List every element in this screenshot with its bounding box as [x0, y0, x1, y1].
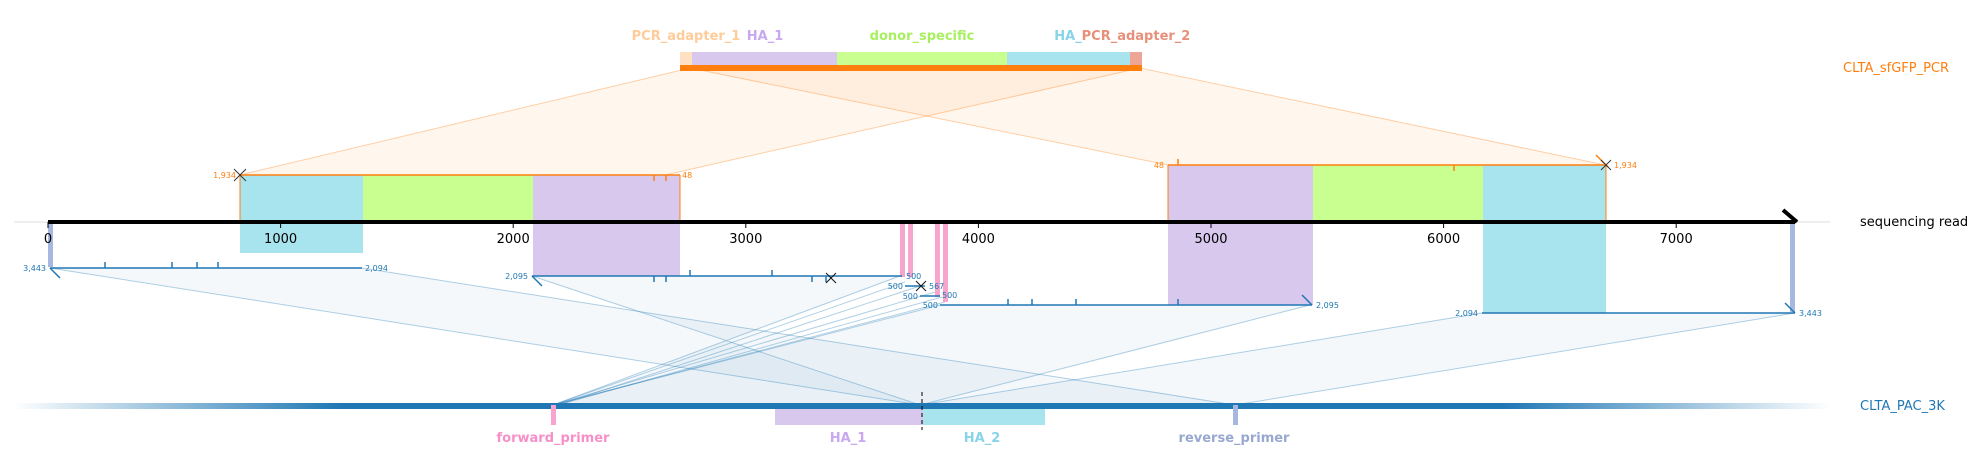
- ref-alignment-d-end: 2,095: [1316, 301, 1339, 310]
- pcr-alignment-right: 48 1,934: [1154, 154, 1637, 222]
- pcr-feature-adapter-2: [1130, 52, 1142, 66]
- ref-alignment-a-start: 3,443: [23, 264, 46, 273]
- ref-feature-ha-1: [775, 405, 923, 425]
- ref-alignment-e: 2,094 3,443: [1455, 302, 1822, 318]
- pcr-feature-label-donor: donor_specific: [870, 29, 975, 44]
- read-end-arrow: [1781, 208, 1799, 224]
- shade-right-ha1: [1168, 165, 1313, 305]
- shade-primer-4: [943, 222, 948, 302]
- track-label-read: sequencing read: [1860, 215, 1968, 230]
- pcr-alignments: 1,934 48 48 1,934: [213, 154, 1637, 222]
- ref-alignment-e-start: 2,094: [1455, 309, 1478, 318]
- ref-connection-c1-a: [552, 281, 906, 406]
- ref-feature-label-forward-primer: forward_primer: [497, 431, 611, 446]
- ref-feature-ha-2: [923, 405, 1045, 425]
- shade-left-ha2: [240, 175, 363, 253]
- shade-rev-primer-left: [48, 222, 53, 267]
- ref-feature-label-reverse-primer: reverse_primer: [1179, 431, 1291, 446]
- pcr-feature-label-adapter-2: PCR_adapter_2: [1082, 29, 1191, 44]
- read-feature-shading: [48, 165, 1795, 313]
- pcr-feature-label-ha-1: HA_1: [747, 29, 784, 44]
- ref-feature-forward-primer: [551, 405, 556, 425]
- pcr-product-bar: [680, 65, 1142, 71]
- track-label-reference: CLTA_PAC_3K: [1860, 399, 1945, 414]
- ref-alignment-d: 2,095: [940, 294, 1339, 310]
- ref-alignment-e-end: 3,443: [1799, 309, 1822, 318]
- ref-alignment-b-end: 500: [906, 272, 921, 281]
- pcr-feature-adapter-1: [680, 52, 692, 66]
- ref-alignment-b: 2,095 500: [505, 270, 921, 287]
- read-tick-label-2000: 2000: [497, 232, 530, 247]
- ref-connection-c3-a: [552, 301, 946, 406]
- ref-connection-c1-b: [557, 285, 921, 406]
- read-tick-label-1000: 1000: [264, 232, 297, 247]
- shade-rev-primer-right: [1790, 222, 1795, 312]
- ref-feature-label-ha-1: HA_1: [830, 431, 867, 446]
- read-tick-label-4000: 4000: [962, 232, 995, 247]
- pcr-alignment-left: 1,934 48: [213, 168, 692, 222]
- pcr-connections: [239, 67, 1606, 176]
- ref-alignment-a: 3,443 2,094: [23, 262, 388, 279]
- pcr-product-track: PCR_adapter_1 HA_1 donor_specific HA_ PC…: [632, 29, 1949, 76]
- ref-alignment-a-end: 2,094: [365, 264, 388, 273]
- shade-primer-3: [935, 222, 940, 297]
- ref-alignments: 3,443 2,094 2,095 500 500 567 500 500: [23, 262, 1822, 318]
- pcr-alignment-left-end: 48: [682, 171, 692, 180]
- read-axis-ticks: 0 1000 2000 3000 4000 5000 6000 7000: [44, 222, 1693, 247]
- pcr-alignment-left-start: 1,934: [213, 171, 236, 180]
- read-track: 0 1000 2000 3000 4000 5000 6000 7000 sequencing…: [14, 208, 1968, 247]
- ref-connection-c2-a: [552, 291, 936, 406]
- pcr-feature-label-ha-2: HA_: [1054, 29, 1082, 44]
- pcr-feature-ha-1: [692, 52, 837, 66]
- pcr-feature-donor: [837, 52, 1007, 66]
- ref-connection-c2-b: [557, 296, 943, 406]
- shade-primer-1: [900, 222, 905, 277]
- ref-alignment-b-start: 2,095: [505, 272, 528, 281]
- ref-alignment-c2-start: 500: [903, 292, 918, 301]
- ref-alignment-c2-end: 500: [942, 291, 957, 300]
- read-tick-label-5000: 5000: [1194, 232, 1227, 247]
- shade-right-ha2: [1483, 165, 1606, 313]
- pcr-alignment-right-end: 1,934: [1614, 161, 1637, 170]
- ref-alignment-c: 500 567 500 500 500 500: [888, 280, 957, 310]
- ref-alignment-c1-end: 567: [929, 282, 944, 291]
- pcr-feature-label-adapter-1: PCR_adapter_1: [632, 29, 741, 44]
- pcr-alignment-right-start: 48: [1154, 161, 1164, 170]
- read-tick-label-0: 0: [44, 232, 52, 247]
- track-label-pcr: CLTA_sfGFP_PCR: [1843, 61, 1949, 76]
- read-tick-label-6000: 6000: [1427, 232, 1460, 247]
- read-tick-label-3000: 3000: [729, 232, 762, 247]
- ref-alignment-c3-start: 500: [923, 301, 938, 310]
- pcr-feature-ha-2: [1007, 52, 1130, 66]
- read-tick-label-7000: 7000: [1660, 232, 1693, 247]
- ref-feature-reverse-primer: [1233, 405, 1238, 425]
- shade-primer-2: [908, 222, 913, 277]
- ref-alignment-c1-start: 500: [888, 282, 903, 291]
- shade-right-donor: [1313, 165, 1483, 222]
- shade-left-donor: [363, 175, 533, 222]
- reference-track: forward_primer HA_1 HA_2 reverse_primer …: [14, 392, 1945, 446]
- ref-feature-label-ha-2: HA_2: [964, 431, 1001, 446]
- shade-left-ha1: [533, 175, 680, 276]
